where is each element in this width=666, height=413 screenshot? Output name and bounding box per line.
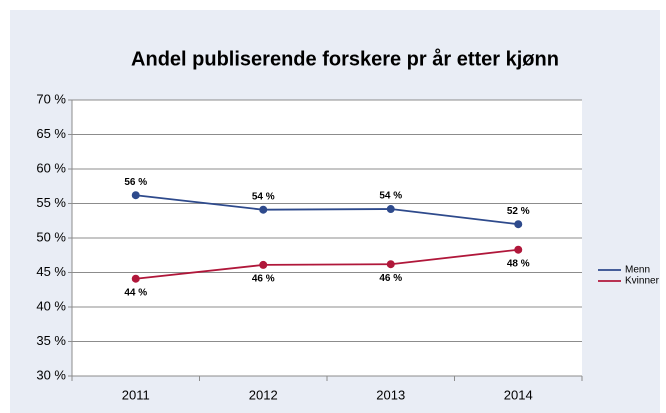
data-label: 46 % [252, 274, 275, 285]
y-tick-label: 70 % [36, 91, 66, 106]
data-point [131, 274, 140, 283]
y-tick-label: 55 % [36, 195, 66, 210]
y-tick-label: 30 % [36, 367, 66, 382]
x-tick-label: 2013 [376, 387, 405, 402]
y-tick-label: 65 % [36, 126, 66, 141]
legend-label: Kvinner [625, 276, 660, 287]
data-point [386, 260, 395, 269]
data-label: 54 % [379, 191, 402, 202]
data-point [259, 205, 268, 214]
data-point [131, 191, 140, 200]
series-line [135, 248, 519, 280]
data-label: 52 % [507, 206, 530, 217]
legend-label: Menn [625, 265, 650, 276]
data-point [514, 245, 523, 254]
x-tick-label: 2011 [122, 387, 150, 402]
y-tick-label: 50 % [36, 229, 66, 244]
data-label: 48 % [507, 258, 530, 269]
x-tick-label: 2012 [249, 387, 278, 402]
data-label: 56 % [124, 177, 147, 188]
series-line [135, 194, 519, 226]
x-tick-label: 2014 [504, 387, 533, 402]
data-label: 44 % [124, 287, 147, 298]
data-label: 46 % [379, 273, 402, 284]
data-point [386, 205, 395, 214]
data-label: 54 % [252, 191, 275, 202]
y-tick-label: 35 % [36, 333, 66, 348]
data-point [259, 260, 268, 269]
data-point [514, 220, 523, 229]
y-tick-label: 60 % [36, 160, 66, 175]
y-tick-label: 45 % [36, 264, 66, 279]
y-tick-label: 40 % [36, 298, 66, 313]
chart-title: Andel publiserende forskere pr år etter … [131, 47, 559, 70]
